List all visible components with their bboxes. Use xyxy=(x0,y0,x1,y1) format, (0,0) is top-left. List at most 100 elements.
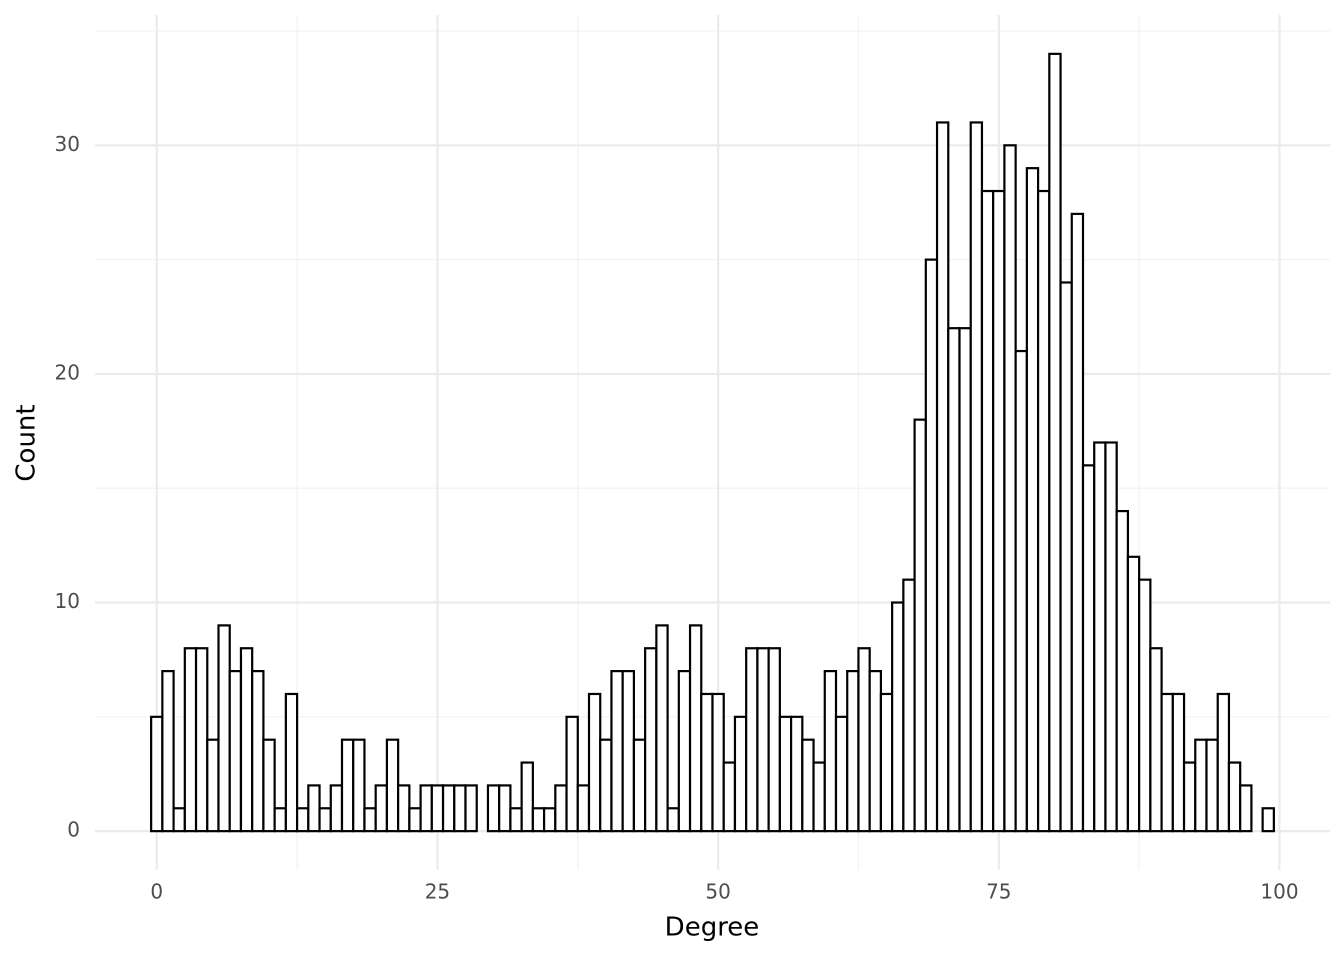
bar xyxy=(1194,738,1208,833)
x-tick-label: 75 xyxy=(986,880,1011,904)
bar xyxy=(700,692,714,833)
bar xyxy=(295,807,310,833)
y-tick-label: 30 xyxy=(55,132,80,156)
x-axis-label: Degree xyxy=(665,913,760,943)
bar xyxy=(1239,784,1253,833)
bar xyxy=(430,784,445,833)
bar xyxy=(947,327,961,833)
bar xyxy=(801,738,815,833)
bar xyxy=(1115,509,1130,833)
bar xyxy=(924,258,939,833)
bar xyxy=(1048,52,1062,833)
bar xyxy=(778,715,793,833)
bar xyxy=(194,647,209,833)
bar xyxy=(688,624,703,833)
bar xyxy=(1014,349,1028,833)
bar xyxy=(980,189,995,833)
bar xyxy=(520,761,534,833)
x-tick-label: 100 xyxy=(1260,880,1298,904)
bar xyxy=(834,715,849,833)
bar xyxy=(1227,761,1242,833)
bar xyxy=(599,738,613,833)
x-tick-label: 25 xyxy=(425,880,450,904)
bar xyxy=(307,784,321,833)
bar xyxy=(1059,281,1073,833)
y-axis-label: Count xyxy=(12,404,42,481)
bar xyxy=(789,715,804,833)
bar xyxy=(632,738,647,833)
bar xyxy=(745,647,759,833)
bar xyxy=(329,784,344,833)
bar xyxy=(1126,555,1141,833)
bar xyxy=(1003,144,1017,833)
bar xyxy=(1081,464,1096,833)
bar xyxy=(1261,807,1275,833)
bar xyxy=(464,784,478,833)
bar xyxy=(823,670,838,833)
bar xyxy=(1025,167,1040,833)
bar xyxy=(441,784,456,833)
bar xyxy=(846,670,860,833)
bar xyxy=(992,189,1006,833)
x-tick-label: 0 xyxy=(150,880,163,904)
y-tick-label: 10 xyxy=(55,589,80,613)
bar xyxy=(767,647,781,833)
bar xyxy=(318,807,332,833)
bar xyxy=(363,807,377,833)
bar xyxy=(374,784,389,833)
bar xyxy=(1104,441,1118,833)
bar xyxy=(262,738,276,833)
bar xyxy=(352,738,366,833)
bar xyxy=(1182,761,1197,833)
bar xyxy=(756,647,770,833)
bar xyxy=(644,647,658,833)
bar xyxy=(958,327,972,833)
bar xyxy=(1216,692,1231,833)
bar xyxy=(217,624,231,833)
bar xyxy=(969,121,984,833)
bar xyxy=(902,578,916,833)
y-tick-label: 20 xyxy=(55,360,80,384)
bar xyxy=(239,647,254,833)
bar xyxy=(150,715,164,833)
bar xyxy=(1093,441,1107,833)
bar xyxy=(868,670,883,833)
bar xyxy=(610,670,624,833)
bar xyxy=(891,601,905,833)
bar xyxy=(666,807,680,833)
bar xyxy=(531,807,546,833)
bar xyxy=(161,670,175,833)
bar xyxy=(812,761,826,833)
bar xyxy=(273,807,287,833)
bar xyxy=(711,692,725,833)
bar xyxy=(1171,692,1186,833)
bar xyxy=(340,738,355,833)
bar xyxy=(655,624,669,833)
bar xyxy=(879,692,894,833)
bar xyxy=(935,121,950,833)
bar xyxy=(385,738,400,833)
bar xyxy=(284,692,299,833)
bar xyxy=(228,670,243,833)
bar xyxy=(397,784,411,833)
bar xyxy=(677,670,692,833)
bar xyxy=(857,647,871,833)
bar xyxy=(509,807,523,833)
y-tick-label: 0 xyxy=(67,818,80,842)
bar xyxy=(722,761,737,833)
bar xyxy=(1036,189,1051,833)
bar xyxy=(408,807,422,833)
bar xyxy=(1138,578,1152,833)
bar xyxy=(733,715,748,833)
bar xyxy=(587,692,602,833)
bar xyxy=(453,784,467,833)
bar xyxy=(913,418,927,833)
bar xyxy=(183,647,198,833)
bar xyxy=(1205,738,1219,833)
bar xyxy=(1160,692,1174,833)
bar xyxy=(206,738,220,833)
bar xyxy=(251,670,265,833)
bar xyxy=(554,784,568,833)
bar xyxy=(172,807,186,833)
